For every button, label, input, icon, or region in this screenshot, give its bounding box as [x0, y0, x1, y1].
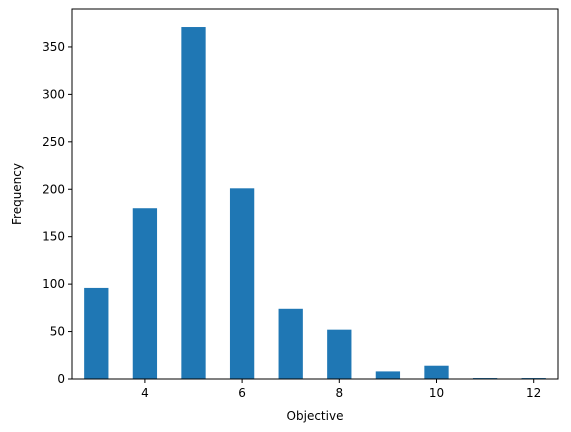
y-tick-label: 250: [42, 135, 65, 149]
y-tick-label: 350: [42, 40, 65, 54]
bar-10: [424, 365, 449, 379]
x-axis-label: Objective: [287, 409, 344, 423]
x-ticks-group: 4 6 8 10 12: [141, 379, 541, 400]
bar-9: [375, 371, 401, 379]
y-tick-label: 0: [57, 372, 65, 386]
x-tick-label: 8: [335, 386, 343, 400]
bar-7: [278, 308, 303, 379]
y-tick-label: 200: [42, 182, 65, 196]
y-tick-label: 150: [42, 230, 65, 244]
y-tick-label: 100: [42, 277, 65, 291]
x-tick-label: 4: [141, 386, 149, 400]
x-tick-label: 6: [238, 386, 246, 400]
bar-5: [181, 27, 206, 380]
x-tick-label: 12: [526, 386, 541, 400]
bar-3: [84, 287, 109, 379]
bar-6: [229, 188, 255, 379]
plot-frame: [71, 8, 559, 380]
bars-group: [84, 27, 546, 380]
x-tick-label: 10: [429, 386, 444, 400]
y-tick-label: 300: [42, 87, 65, 101]
bar-8: [327, 329, 352, 379]
y-tick-label: 50: [50, 325, 65, 339]
y-ticks-group: 0 50 100 150 200 250 300 350: [42, 40, 72, 386]
bar-4: [132, 208, 158, 379]
y-axis-label: Frequency: [10, 163, 24, 225]
